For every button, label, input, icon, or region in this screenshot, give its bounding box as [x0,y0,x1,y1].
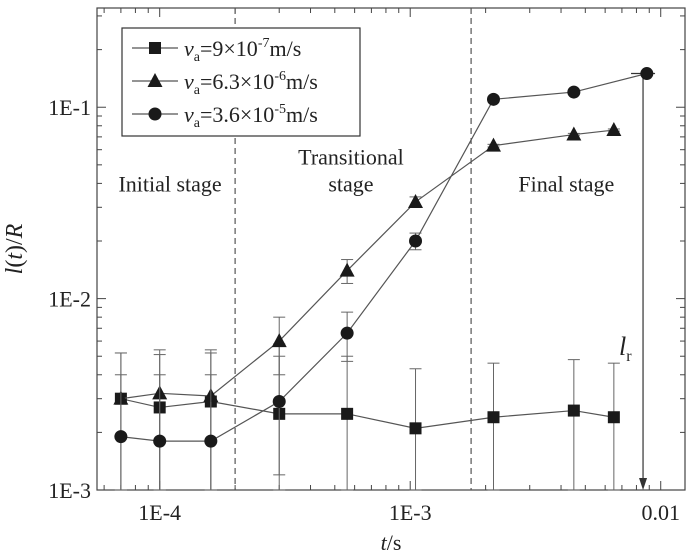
data-point-triangle [271,333,287,348]
x-axis-label-var: t [381,530,388,555]
lr-label-var: l [619,332,626,361]
legend-label-exp: -7 [258,36,270,51]
y-axis-label-part: t [2,252,28,260]
data-point-triangle [566,126,582,141]
data-point-circle [204,434,218,448]
y-axis-label-part: l [2,267,28,274]
legend-label: va=9×10-7m/s [184,36,301,65]
x-tick-label: 0.01 [641,500,680,525]
legend-label-unit: m/s [269,36,301,61]
data-point-circle [114,430,128,444]
y-tick-label: 1E-2 [48,287,91,312]
legend-marker-circle [148,107,162,121]
data-point-circle [153,434,167,448]
data-point-square [487,411,500,424]
y-axis-label: l(t)/R [2,223,28,274]
legend-label-var: v [184,36,194,61]
series-line [120,129,614,400]
legend-label-sub: a [194,116,201,131]
x-tick-label: 1E-4 [138,500,181,525]
x-axis-label-unit: /s [387,530,402,555]
legend-label: va=3.6×10-5m/s [184,102,318,131]
lr-label: lr [619,332,632,365]
data-point-circle [567,85,581,99]
legend-label-unit: m/s [286,69,318,94]
plot-frame [96,7,686,491]
y-tick-label: 1E-1 [48,95,91,120]
stage-label: Transitional stage [298,144,404,196]
series-square [114,343,620,491]
x-axis-label: t/s [381,530,402,555]
stage-label-line: Transitional [298,144,404,169]
legend-marker-triangle [147,73,163,87]
series-line [120,398,614,429]
legend-label-unit: m/s [286,102,318,127]
legend-label-value: =9×10 [200,36,258,61]
legend-label-var: v [184,69,194,94]
legend-label-value: =3.6×10 [200,102,274,127]
data-point-circle [340,326,354,340]
data-point-circle [272,395,286,409]
y-axis-label-part: )/ [2,238,28,253]
y-axis-label-part: R [2,223,28,239]
legend-label-var: v [184,102,194,127]
legend-label-sub: a [194,50,201,65]
data-point-square [409,422,422,435]
stage-label: Initial stage [118,171,221,196]
legend-label-exp: -6 [274,69,286,84]
y-tick-label: 1E-3 [48,478,91,503]
legend-box [121,27,361,137]
y-axis-label-part: ( [2,260,28,268]
data-point-square [341,407,354,420]
data-point-triangle [485,137,501,152]
data-point-triangle [339,262,355,277]
stage-label-line: stage [328,171,373,196]
legend-label-value: =6.3×10 [200,69,274,94]
data-point-triangle [606,122,622,137]
data-point-square [567,404,580,417]
legend-label-exp: -5 [274,102,286,117]
data-point-square [607,411,620,424]
stage-label: Final stage [518,171,614,196]
legend-label: va=6.3×10-6m/s [184,69,318,98]
data-point-circle [486,92,500,106]
x-tick-label: 1E-3 [389,500,432,525]
legend-marker-square [149,42,161,54]
legend-label-sub: a [194,83,201,98]
lr-arrow-head [639,478,648,490]
data-point-circle [640,67,654,81]
data-point-circle [409,234,423,248]
data-point-triangle [408,193,424,208]
lr-label-sub: r [626,348,632,365]
